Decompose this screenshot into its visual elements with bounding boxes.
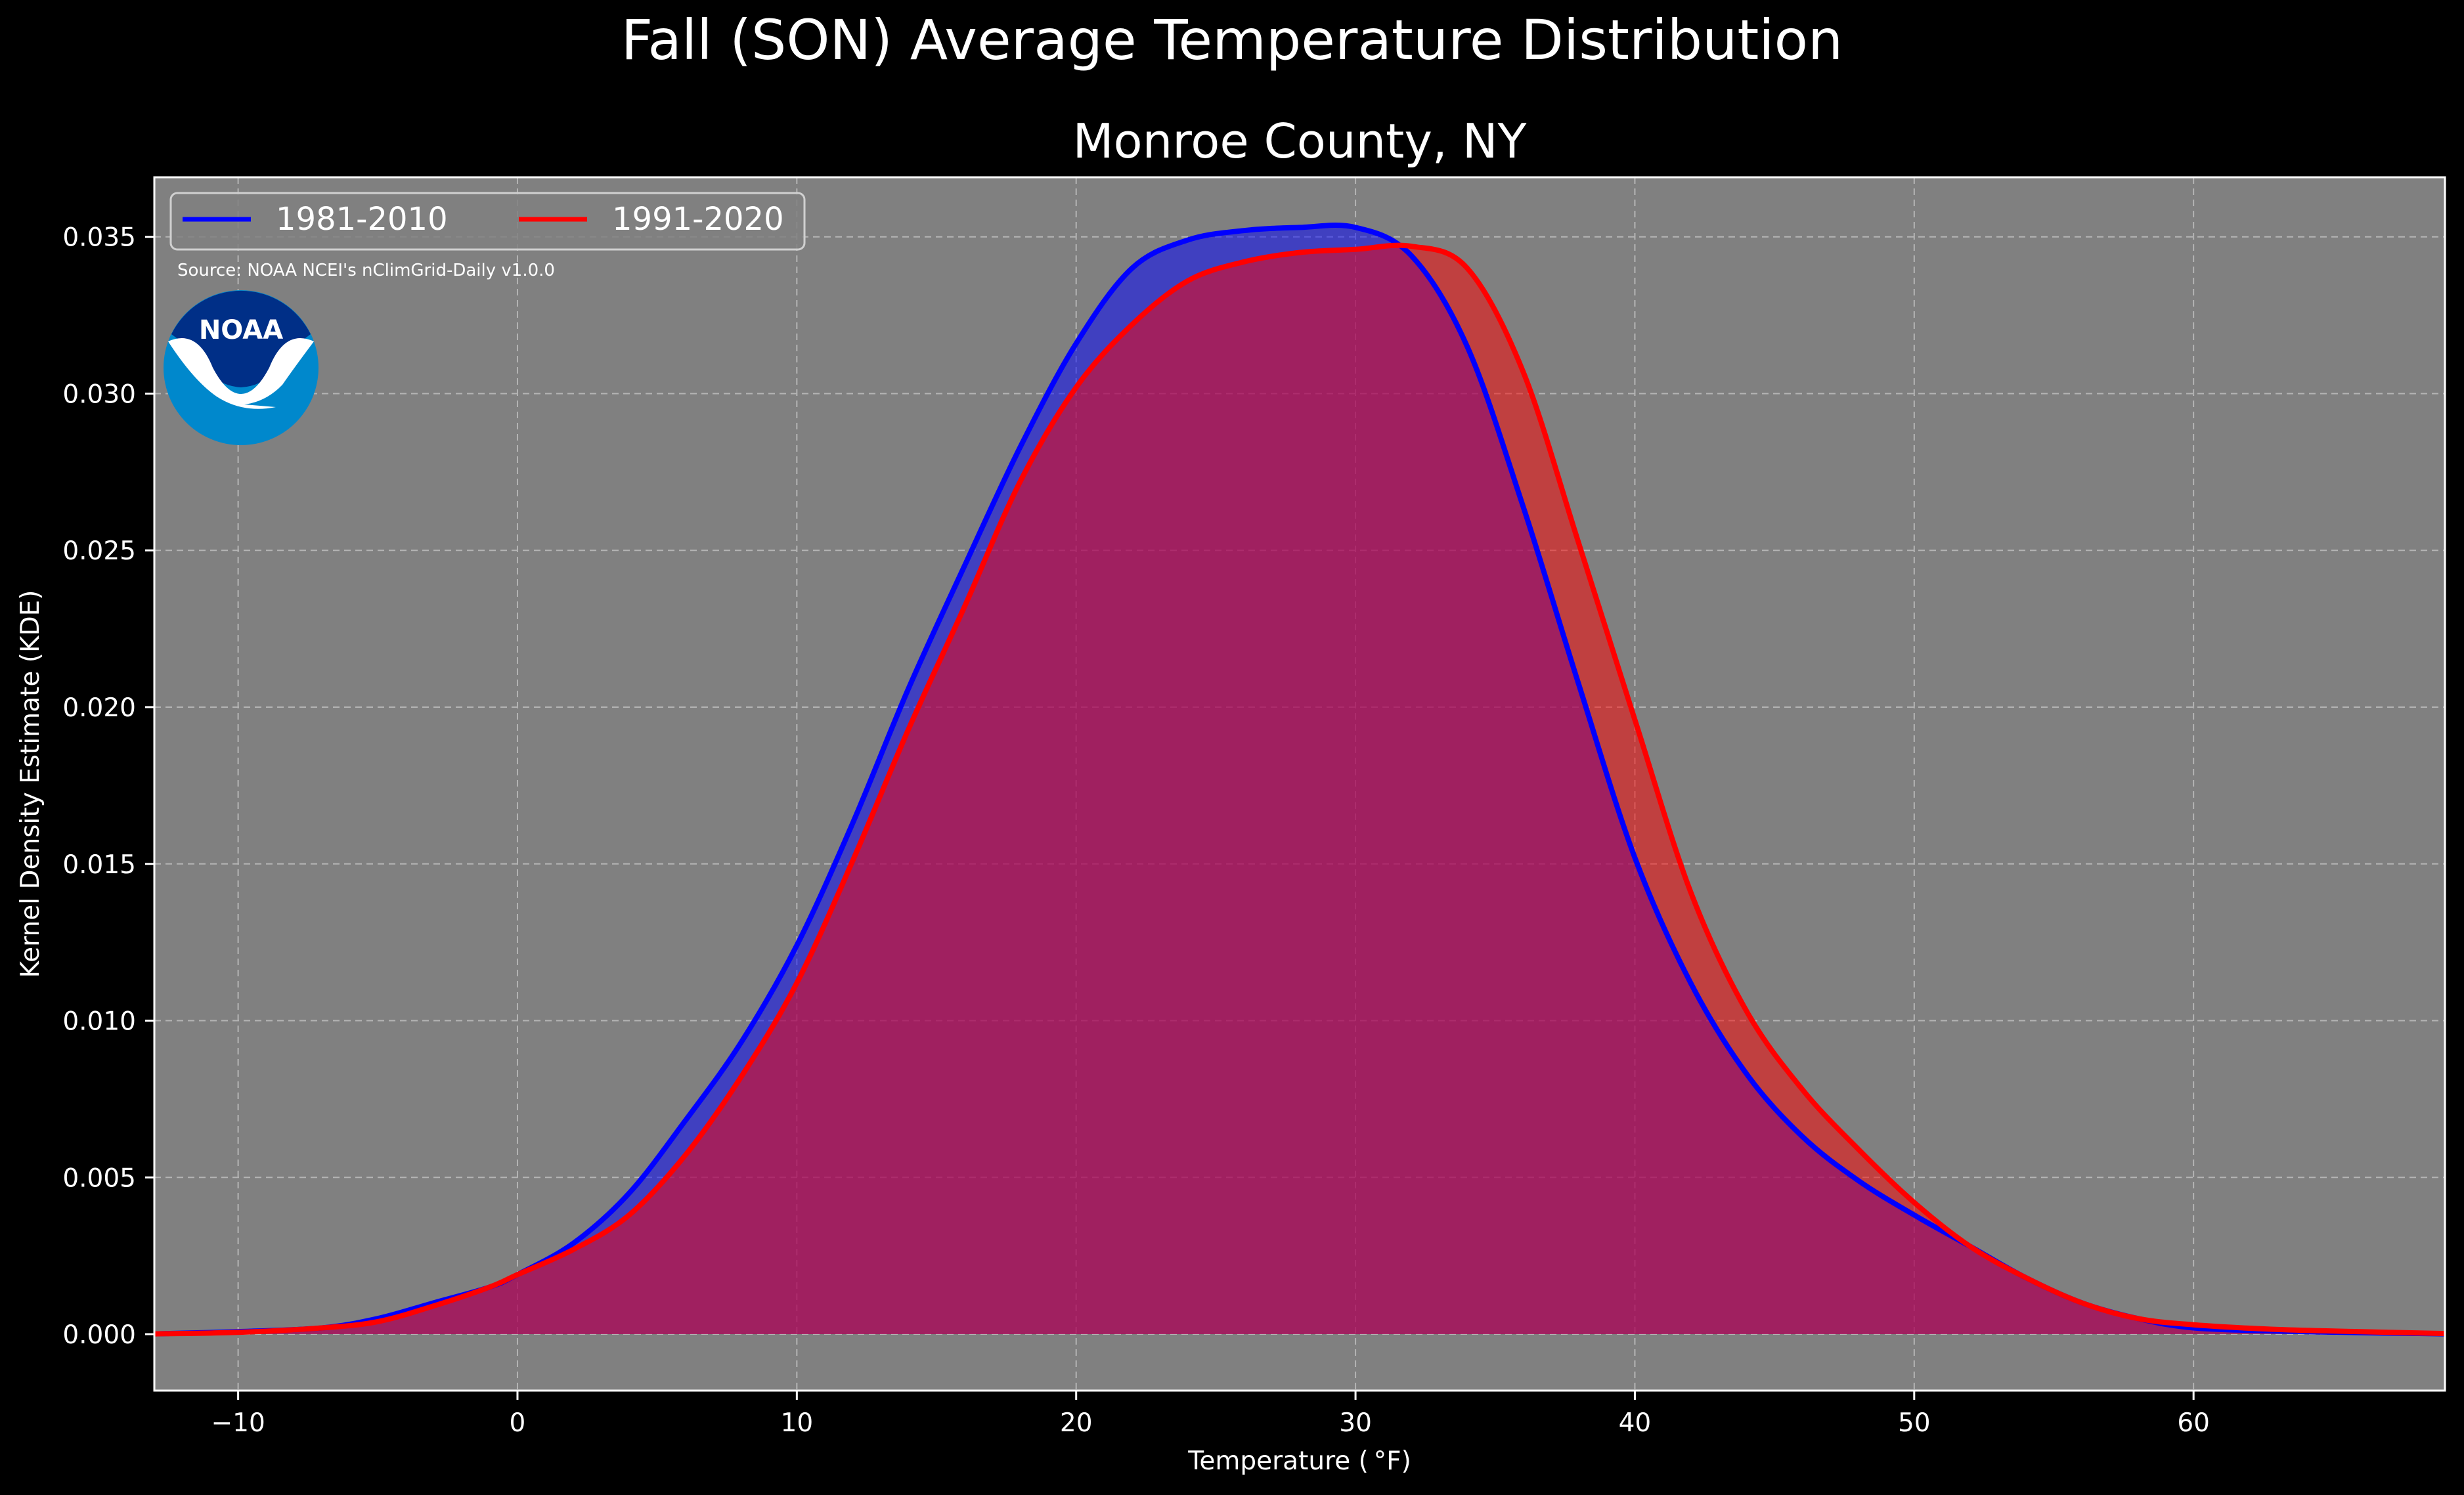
density-lines — [154, 223, 2445, 1337]
y-axis-label: Kernel Density Estimate (KDE) — [16, 590, 45, 978]
x-tick-label: 0 — [510, 1408, 526, 1438]
noaa-logo-text: NOAA — [199, 315, 283, 345]
y-tick-label: 0.025 — [62, 536, 136, 566]
legend-label-1991-2020: 1991-2020 — [612, 201, 784, 238]
x-axis: −10 0 10 20 30 40 50 60 — [211, 1391, 2210, 1438]
x-tick-label: 30 — [1339, 1408, 1372, 1438]
plot-frame — [153, 176, 2446, 1392]
y-tick-label: 0.010 — [62, 1007, 136, 1037]
density-fills — [154, 225, 2445, 1335]
density-fill-1991-2020 — [154, 245, 2445, 1334]
y-tick-label: 0.035 — [62, 223, 136, 253]
chart-title: Fall (SON) Average Temperature Distribut… — [621, 8, 1843, 72]
y-tick-label: 0.020 — [62, 693, 136, 723]
y-tick-label: 0.015 — [62, 850, 136, 880]
y-axis: 0.000 0.005 0.010 0.015 0.020 0.025 0.030 0.035 — [62, 223, 154, 1350]
x-tick-label: 40 — [1619, 1408, 1652, 1438]
density-line-1991-2020 — [154, 242, 2445, 1337]
legend: 1981-2010 1991-2020 — [169, 192, 806, 251]
x-tick-label: 60 — [2177, 1408, 2210, 1438]
noaa-logo: NOAA — [164, 290, 319, 445]
x-tick-label: 50 — [1898, 1408, 1931, 1438]
x-tick-label: 20 — [1060, 1408, 1093, 1438]
x-axis-label: Temperature ( °F) — [1187, 1446, 1411, 1476]
legend-box — [169, 192, 806, 251]
y-tick-label: 0.000 — [62, 1320, 136, 1350]
source-note: Source: NOAA NCEI's nClimGrid-Daily v1.0… — [177, 261, 555, 280]
x-tick-label: −10 — [211, 1408, 265, 1438]
x-tick-label: 10 — [781, 1408, 814, 1438]
y-tick-label: 0.030 — [62, 379, 136, 409]
chart-subtitle: Monroe County, NY — [1072, 114, 1527, 169]
noaa-logo-gull-icon — [168, 338, 314, 409]
legend-label-1981-2010: 1981-2010 — [276, 201, 448, 238]
y-tick-label: 0.005 — [62, 1163, 136, 1193]
